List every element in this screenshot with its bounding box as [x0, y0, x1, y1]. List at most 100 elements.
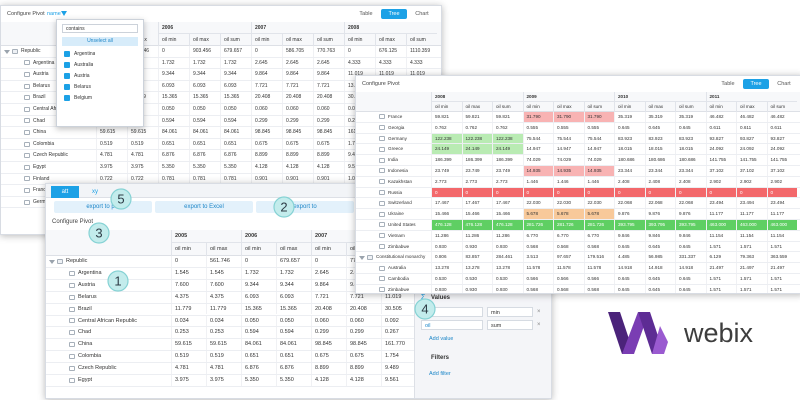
cell: 9.876	[644, 209, 676, 219]
row-name: Austria	[33, 71, 49, 78]
measure-header: oil min	[158, 34, 189, 46]
filter-mode[interactable]: contains	[62, 24, 138, 33]
cell: 5.350	[276, 375, 311, 386]
cell: 37.102	[705, 166, 737, 176]
cell: 1.446	[553, 176, 584, 187]
add-value[interactable]: Add value	[429, 336, 454, 342]
view-tab[interactable]: Table	[721, 81, 735, 87]
remove-icon[interactable]: ×	[537, 309, 541, 315]
cell: 561.746	[206, 256, 241, 267]
checkbox[interactable]	[64, 51, 70, 57]
cell: 180.686	[675, 155, 706, 165]
view-tab[interactable]: Chart	[777, 81, 791, 87]
row-line	[356, 219, 800, 220]
logo-text: webix	[683, 318, 754, 348]
cell: 393.795	[614, 220, 645, 230]
cell: 0	[644, 187, 675, 198]
cell: 0.267	[344, 115, 375, 127]
callout-circle	[88, 222, 110, 244]
cell: 21.497	[736, 263, 767, 273]
cell: 281.726	[522, 220, 553, 230]
cell: 6.129	[705, 252, 737, 263]
cell: 24.149	[492, 144, 523, 155]
cell: 0	[583, 187, 614, 198]
toggle-icon	[4, 49, 10, 54]
cell: 7.600	[206, 279, 241, 291]
toolbar-title[interactable]: Configure Pivot	[362, 81, 400, 87]
cell: 0	[344, 46, 375, 57]
remove-icon[interactable]: ×	[537, 322, 541, 328]
row-line	[1, 149, 441, 151]
file-icon	[24, 141, 30, 147]
cell: 14.947	[522, 144, 554, 155]
filter-label[interactable]: name	[47, 11, 61, 17]
cell: 13.278	[461, 263, 493, 273]
cell: 141.755	[736, 155, 767, 165]
row-name: Argentina	[33, 59, 55, 66]
cell: 0	[461, 187, 492, 198]
cell: 9.876	[675, 209, 706, 219]
row-name: Republic	[66, 258, 88, 264]
cell: 93.827	[705, 133, 737, 144]
sheet-tab[interactable]: xy	[92, 189, 98, 195]
cell: 903.456	[189, 46, 220, 57]
file-icon	[379, 146, 385, 152]
cell: 0.645	[644, 241, 676, 252]
add-filter[interactable]: Add filter	[429, 371, 451, 377]
export-button[interactable]: export to Excel	[155, 201, 253, 213]
cell: 13.278	[431, 263, 462, 273]
cell: 11.286	[461, 230, 493, 241]
cell: 23.749	[431, 166, 462, 176]
cell: 15.466	[431, 209, 462, 219]
section-title: Filters	[431, 355, 450, 361]
cell: 74.029	[553, 155, 584, 165]
row-name: China	[78, 341, 93, 348]
row-line	[356, 283, 800, 285]
toolbar-title[interactable]: Configure Pivot	[7, 11, 45, 17]
year-header: 2006	[241, 230, 311, 243]
cell: 4.128	[313, 162, 344, 173]
cell: 46.482	[736, 112, 767, 122]
cell: 83.923	[644, 133, 676, 144]
checkbox[interactable]	[64, 73, 70, 79]
view-tab[interactable]: Table	[359, 11, 373, 17]
cell: 4.333	[344, 57, 375, 69]
cell: 21.497	[766, 263, 798, 273]
cell: 9.344	[158, 69, 189, 80]
callout-circle	[107, 270, 129, 292]
filter-item: Belarus	[74, 84, 91, 90]
toolbar-title[interactable]: Configure Pivot	[52, 219, 94, 225]
sheet-tab[interactable]: att	[51, 186, 79, 198]
view-tab[interactable]: Tree	[743, 79, 769, 89]
cell: 0	[675, 187, 706, 198]
cell: 0.762	[492, 122, 523, 133]
checkbox[interactable]	[64, 95, 70, 101]
unselect-button[interactable]: Unselect all	[62, 37, 138, 46]
measure-header: oil sum	[220, 34, 251, 46]
cell: 1110.359	[406, 46, 437, 57]
measure-header: oil min	[431, 102, 462, 112]
row-line	[1, 126, 441, 128]
value-op[interactable]: min	[487, 307, 533, 317]
cell: 20.408	[346, 303, 381, 315]
cell: 17.467	[492, 198, 523, 209]
view-tab[interactable]: Tree	[381, 9, 407, 19]
checkbox[interactable]	[64, 84, 70, 90]
cell: 14.947	[583, 144, 615, 155]
value-op[interactable]: sum	[487, 320, 533, 330]
cell: 98.845	[251, 127, 282, 138]
value-field[interactable]: oil	[421, 320, 483, 330]
cell: 2.645	[313, 57, 344, 69]
cell: 0.645	[644, 284, 676, 293]
cell: 9.876	[614, 209, 645, 219]
cell: 11.578	[553, 263, 584, 273]
cell: 3.513	[522, 252, 554, 263]
view-tab[interactable]: Chart	[415, 11, 429, 17]
cell: 5.678	[522, 209, 553, 219]
year-header: 2008	[344, 22, 437, 34]
file-icon	[69, 282, 75, 288]
checkbox[interactable]	[64, 62, 70, 68]
filter-dropdown: contains Unselect all Argentina Australia Au…	[56, 19, 144, 127]
cell: 23.749	[492, 166, 523, 176]
row-name: China	[33, 129, 47, 136]
